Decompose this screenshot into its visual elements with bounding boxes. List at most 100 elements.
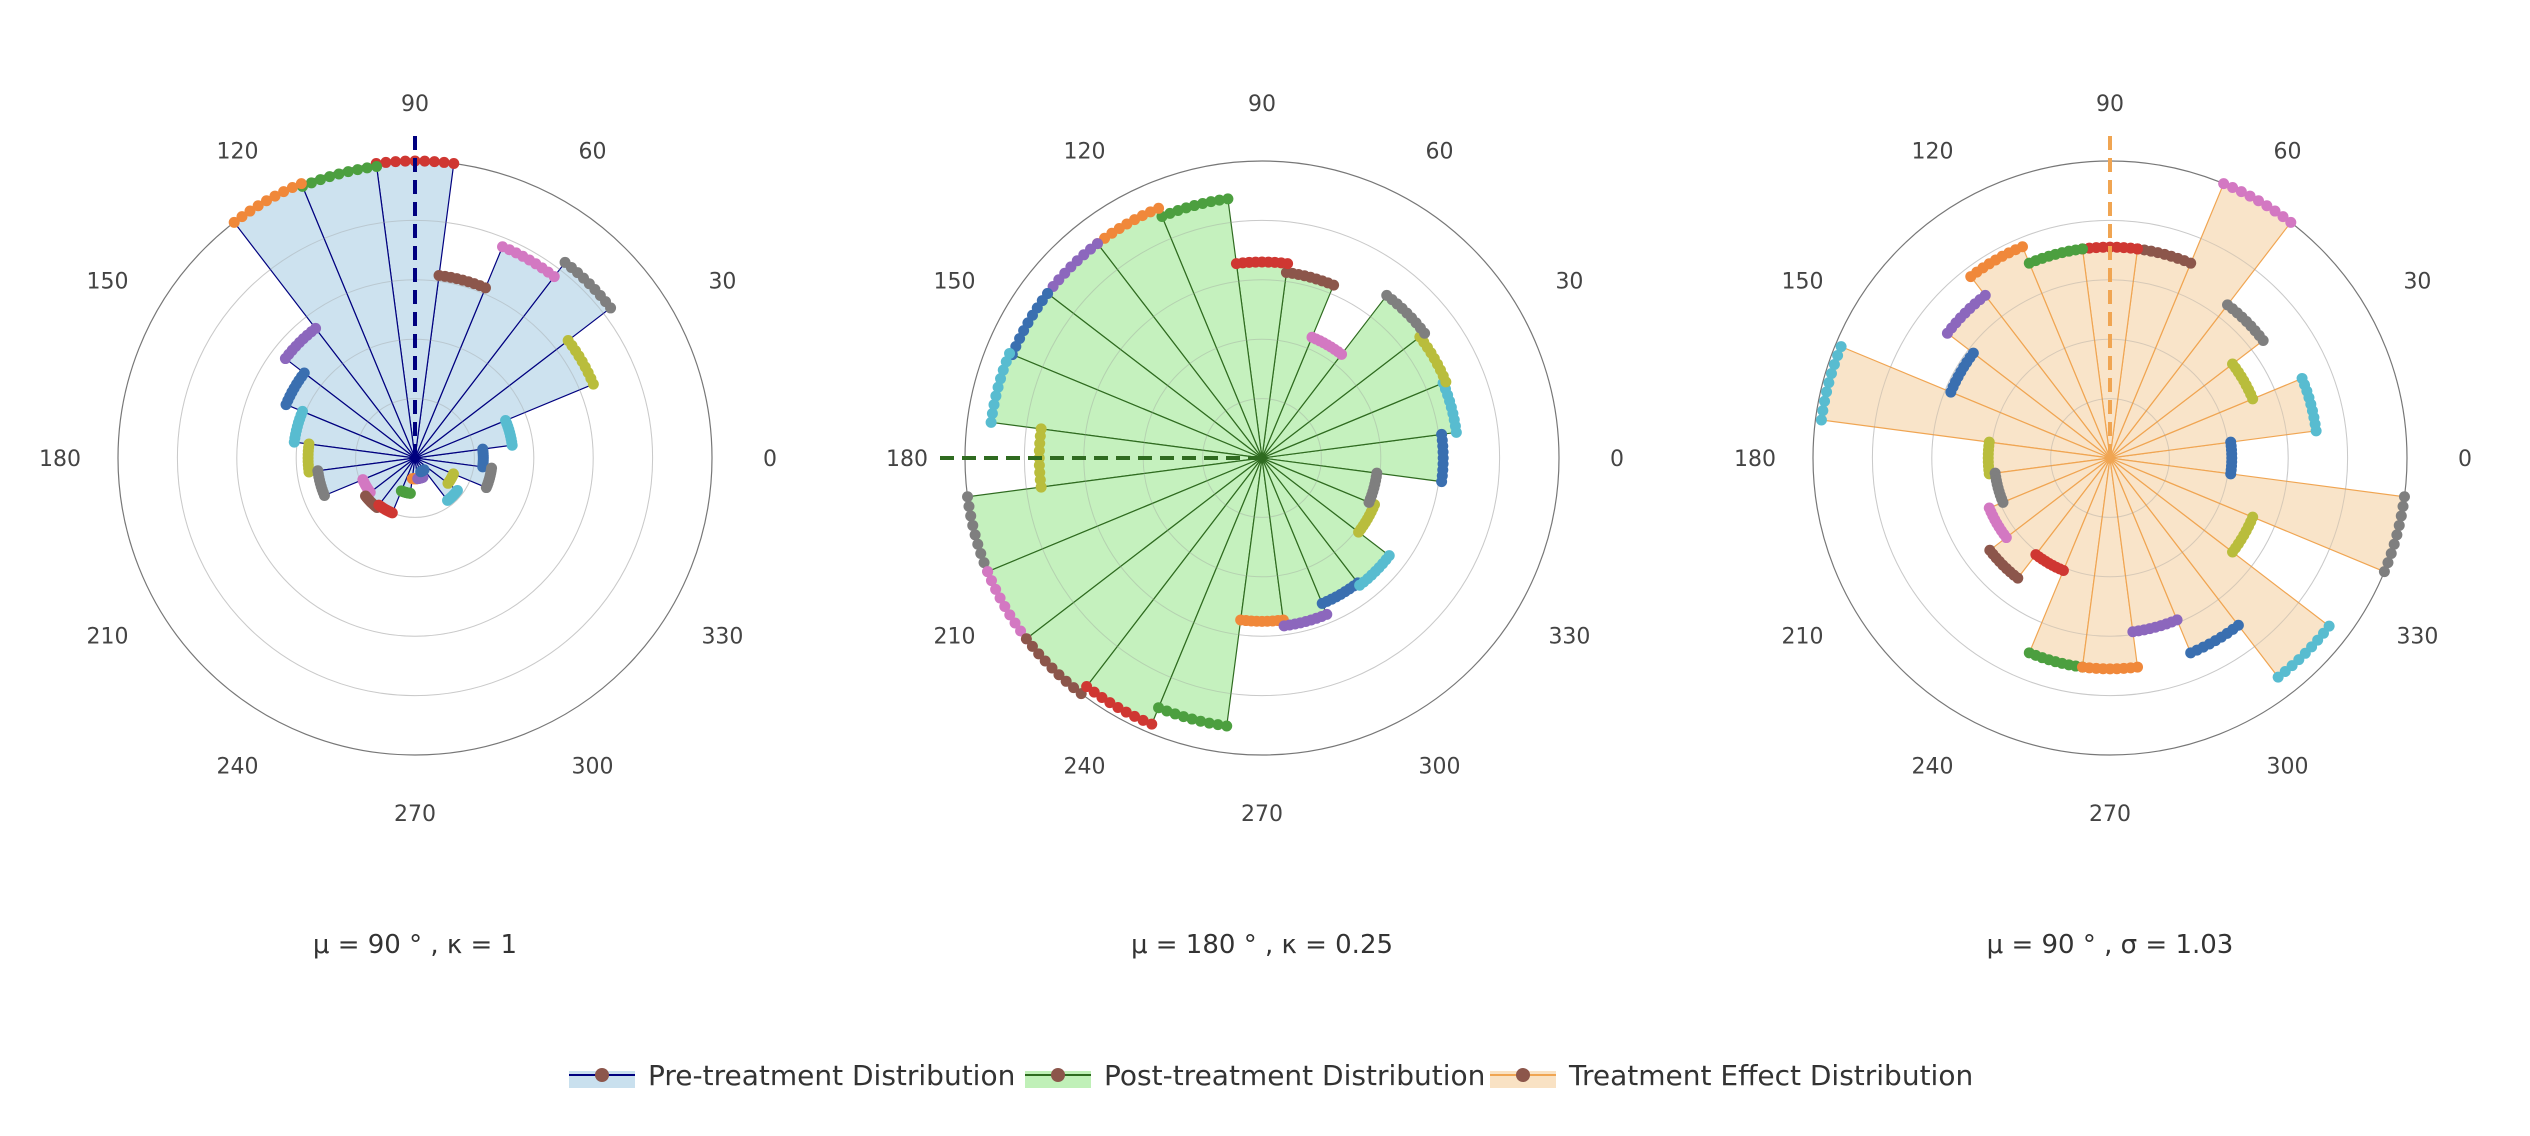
- angular-tick-labels: 0 30 60 90 120 150 180 210 240 270 300 330: [886, 92, 1624, 827]
- bar-marker: [1213, 194, 1225, 206]
- bar-marker-arc: [2076, 661, 2144, 675]
- bar-marker: [1941, 327, 1953, 339]
- bar-marker: [1819, 395, 1831, 407]
- angular-tick-label: 150: [1782, 270, 1824, 295]
- bar-marker-arc: [1091, 202, 1165, 250]
- bar-marker: [269, 190, 281, 202]
- bar-marker: [1035, 481, 1047, 493]
- angular-tick-label: 240: [1064, 754, 1106, 779]
- bar-marker-arc: [1965, 241, 2028, 283]
- bar-marker: [1156, 211, 1168, 223]
- bar-marker: [1371, 467, 1383, 479]
- bar-marker-arc: [357, 474, 376, 498]
- bar-marker: [404, 487, 416, 499]
- bar-marker: [1221, 720, 1233, 732]
- radial-gridline-overlay: [1871, 219, 2349, 697]
- bar-marker: [990, 583, 1002, 595]
- angular-tick-label: 300: [1419, 754, 1461, 779]
- bars: [966, 198, 1458, 727]
- bar-marker: [428, 156, 440, 168]
- bar-marker: [2247, 511, 2259, 523]
- bar-marker: [419, 155, 431, 167]
- angular-tick-label: 180: [1734, 447, 1776, 472]
- angular-tick-label: 270: [1241, 802, 1283, 827]
- bar-marker: [1015, 625, 1027, 637]
- bar-marker: [1828, 358, 1840, 370]
- angular-tick-label: 60: [579, 140, 607, 165]
- bar-marker: [2132, 661, 2144, 673]
- bar-marker: [2218, 178, 2230, 190]
- bar-marker-arc: [2218, 178, 2297, 228]
- bar-marker: [1088, 686, 1100, 698]
- angular-tick-labels: 0 30 60 90 120 150 180 210 240 270 300 330: [1734, 92, 2472, 827]
- angular-tick-label: 120: [217, 140, 259, 165]
- bar-marker: [1004, 347, 1016, 359]
- bar-marker: [972, 538, 984, 550]
- bar-marker-arc: [500, 414, 518, 451]
- bar-marker-arc: [2227, 511, 2259, 558]
- bar-marker: [477, 443, 489, 455]
- bar-marker-arc: [2023, 647, 2088, 673]
- bar-marker-arc: [1945, 347, 1979, 398]
- bar-marker: [280, 399, 292, 411]
- bar-marker-arc: [2225, 436, 2238, 480]
- bar-marker-arc: [442, 485, 463, 506]
- bar-marker: [2225, 436, 2237, 448]
- bar-marker: [978, 557, 990, 569]
- bar-marker: [279, 353, 291, 365]
- bar-markers: [962, 193, 1462, 732]
- angular-tick-label: 240: [1912, 754, 1954, 779]
- bar-marker: [2277, 211, 2289, 223]
- angular-tick-label: 270: [2089, 802, 2131, 827]
- bar-marker: [390, 156, 402, 168]
- bar-marker: [994, 592, 1006, 604]
- angular-tick-label: 300: [2267, 754, 2309, 779]
- angular-tick-label: 210: [87, 625, 129, 650]
- angular-tick-label: 90: [1248, 92, 1276, 117]
- legend-item-post-treatment[interactable]: Post-treatment Distribution: [1025, 1059, 1485, 1092]
- angular-tick-label: 210: [934, 625, 976, 650]
- bar-marker: [252, 200, 264, 212]
- bar-marker: [2222, 299, 2234, 311]
- bar-marker-arc: [2023, 243, 2088, 269]
- bar-marker-arc: [312, 465, 330, 502]
- radial-gridline-overlay: [176, 219, 654, 697]
- bar-marker: [2395, 510, 2407, 522]
- bar-marker: [236, 211, 248, 223]
- legend-item-treatment-effect[interactable]: Treatment Effect Distribution: [1490, 1059, 1973, 1092]
- bar-marker-arc: [373, 499, 398, 519]
- legend-label-treatment-effect: Treatment Effect Distribution: [1568, 1059, 1973, 1092]
- bar-marker-arc: [1306, 331, 1348, 360]
- bar-marker: [447, 468, 459, 480]
- bar-marker: [418, 464, 430, 476]
- angular-tick-label: 90: [401, 92, 429, 117]
- bar-marker: [371, 160, 383, 172]
- bar-marker: [2388, 538, 2400, 550]
- bar-marker: [1169, 708, 1181, 720]
- angular-tick-label: 60: [1426, 140, 1454, 165]
- bar-marker: [2382, 557, 2394, 569]
- bar-marker: [997, 364, 1009, 376]
- bar-marker: [2391, 529, 2403, 541]
- bar-marker: [999, 601, 1011, 612]
- bar-marker: [1009, 617, 1021, 629]
- bar-marker: [433, 269, 445, 281]
- angular-tick-label: 180: [39, 447, 81, 472]
- bar-marker: [962, 491, 974, 503]
- bar-marker: [1146, 718, 1158, 730]
- legend-item-pre-treatment[interactable]: Pre-treatment Distribution: [569, 1059, 1015, 1092]
- bar-marker: [2227, 358, 2239, 370]
- bar-marker-arc: [395, 485, 416, 499]
- angular-tick-label: 120: [1912, 140, 1954, 165]
- angular-tick-label: 0: [1610, 447, 1624, 472]
- bar-marker-arc: [2296, 372, 2322, 437]
- angular-tick-label: 30: [2403, 270, 2431, 295]
- bar-marker: [2385, 547, 2397, 559]
- bar-marker: [1137, 714, 1149, 726]
- bar-marker: [1000, 356, 1012, 368]
- angular-tick-label: 0: [763, 447, 777, 472]
- bar-marker-arc: [415, 464, 430, 478]
- bar-marker: [1222, 193, 1234, 205]
- legend-swatch-marker: [595, 1068, 609, 1082]
- bar-marker: [1053, 669, 1065, 681]
